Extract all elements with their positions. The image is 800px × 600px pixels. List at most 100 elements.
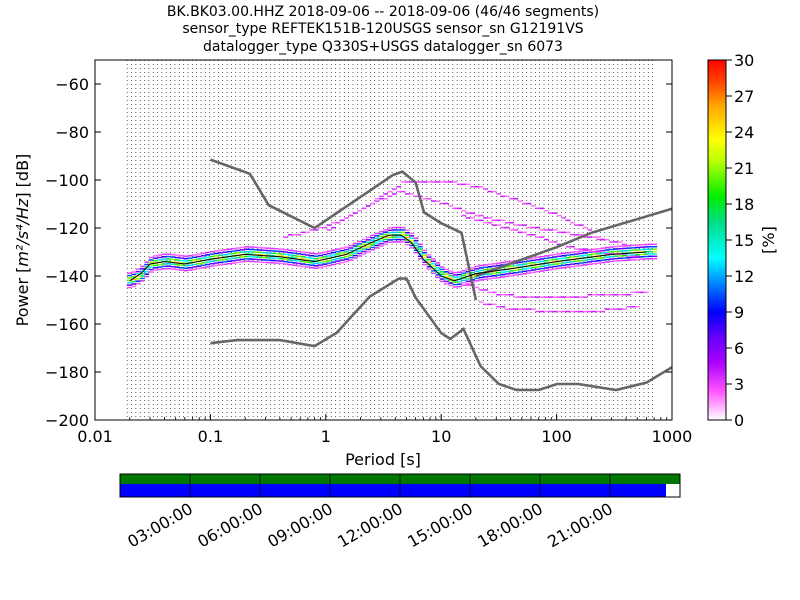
heatmap-cell-641: [470, 212, 475, 214]
heatmap-cell-152: [218, 252, 224, 254]
heatmap-cell-141: [214, 262, 219, 264]
heatmap-cell-618: [461, 183, 467, 186]
heatmap-cell-602: [457, 285, 462, 288]
heatmap-cell-227: [266, 254, 271, 257]
heatmap-cell-1076: [630, 306, 636, 308]
heatmap-cell-607: [457, 273, 462, 276]
heatmap-cell-877: [557, 253, 562, 255]
heatmap-cell-700: [491, 224, 497, 226]
heatmap-cell-523: [418, 253, 423, 255]
heatmap-cell-925: [574, 250, 580, 253]
heatmap-cell-216: [257, 246, 263, 249]
heatmap-cell-310: [313, 262, 319, 265]
heatmap-cell-499: [405, 231, 410, 234]
heatmap-cell-459: [387, 239, 393, 241]
heatmap-cell-228: [266, 252, 271, 254]
heatmap-cell-291: [300, 231, 306, 234]
heatmap-cell-1010: [604, 238, 610, 241]
heatmap-cell-569: [439, 273, 445, 276]
heatmap-cell-693: [491, 272, 497, 275]
heatmap-cell-134: [209, 262, 215, 265]
heatmap-cell-62: [161, 253, 167, 256]
heatmap-cell-759: [513, 224, 519, 226]
heatmap-cell-218: [261, 259, 267, 261]
heatmap-cell-416: [365, 243, 371, 246]
heatmap-cell-1007: [604, 251, 610, 254]
heatmap-cell-869: [552, 310, 558, 313]
heatmap-cell-109: [192, 258, 197, 261]
heatmap-cell-58: [161, 263, 167, 265]
heatmap-cell-980: [596, 260, 601, 262]
heatmap-cell-473: [392, 226, 397, 229]
heatmap-cell-1107: [648, 250, 653, 253]
heatmap-cell-913: [570, 251, 575, 253]
heatmap-cell-222: [261, 249, 267, 252]
heatmap-cell-792: [526, 260, 532, 262]
x-tick-label-5: 1000: [652, 427, 693, 446]
heatmap-cell-821: [535, 310, 540, 313]
heatmap-cell-663: [478, 214, 484, 217]
heatmap-cell-112: [196, 267, 202, 270]
heatmap-cell-758: [513, 198, 519, 200]
heatmap-cell-537: [422, 181, 428, 183]
heatmap-cell-501: [405, 181, 410, 183]
heatmap-cell-249: [279, 253, 284, 255]
colorbar-tick-label-3: 9: [734, 303, 744, 322]
heatmap-cell-816: [535, 258, 540, 261]
heatmap-cell-337: [326, 252, 332, 255]
heatmap-cell-368: [344, 260, 349, 263]
heatmap-cell-261: [287, 261, 293, 263]
heatmap-cell-579: [444, 273, 449, 275]
heatmap-cell-1016: [609, 255, 614, 258]
heatmap-cell-346: [331, 251, 336, 254]
heatmap-cell-803: [531, 262, 536, 264]
heatmap-cell-904: [565, 246, 571, 248]
psd-coverage-bar: [120, 484, 666, 497]
heatmap-cell-851: [548, 259, 554, 261]
heatmap-cell-34: [144, 261, 150, 263]
heatmap-cell-576: [444, 280, 449, 283]
heatmap-cell-1049: [622, 254, 627, 257]
heatmap-cell-749: [509, 308, 514, 310]
heatmap-cell-1034: [613, 308, 619, 310]
heatmap-cell-184: [240, 256, 245, 258]
heatmap-cell-644: [474, 280, 480, 282]
heatmap-cell-671: [483, 268, 488, 271]
heatmap-cell-531: [422, 261, 428, 264]
time-label-4: 15:00:00: [404, 499, 476, 551]
heatmap-cell-939: [578, 234, 584, 236]
heatmap-cell-669: [483, 273, 488, 276]
heatmap-cell-204: [253, 258, 258, 261]
heatmap-cell-245: [279, 262, 284, 265]
heatmap-cell-782: [522, 202, 527, 205]
heatmap-cell-968: [591, 260, 597, 263]
heatmap-cell-873: [557, 262, 562, 265]
heatmap-cell-448: [379, 198, 384, 200]
heatmap-cell-447: [379, 195, 384, 198]
heatmap-cell-786: [522, 296, 527, 298]
heatmap-cell-954: [583, 296, 588, 298]
heatmap-cell-859: [552, 268, 558, 270]
heatmap-cell-403: [357, 210, 362, 212]
heatmap-cell-731: [504, 265, 510, 268]
heatmap-cell-1078: [635, 258, 640, 261]
y-tick-label-4: −120: [45, 219, 89, 238]
heatmap-cell-845: [544, 310, 549, 313]
heatmap-cell-549: [431, 270, 436, 272]
heatmap-cell-825: [539, 265, 545, 267]
heatmap-cell-428: [370, 234, 375, 237]
heatmap-cell-338: [326, 250, 332, 252]
heatmap-cell-536: [422, 249, 428, 252]
heatmap-cell-775: [522, 272, 527, 275]
heatmap-cell-1060: [626, 254, 632, 257]
heatmap-cell-410: [361, 238, 367, 241]
heatmap-cell-418: [365, 239, 371, 241]
heatmap-cell-35: [148, 271, 154, 273]
heatmap-cell-735: [504, 222, 510, 224]
heatmap-cell-132: [205, 251, 210, 254]
heatmap-cell-361: [339, 257, 345, 259]
heatmap-cell-188: [240, 246, 245, 249]
heatmap-cell-1094: [639, 244, 645, 246]
heatmap-cell-239: [274, 260, 280, 262]
heatmap-cell-589: [448, 272, 454, 275]
